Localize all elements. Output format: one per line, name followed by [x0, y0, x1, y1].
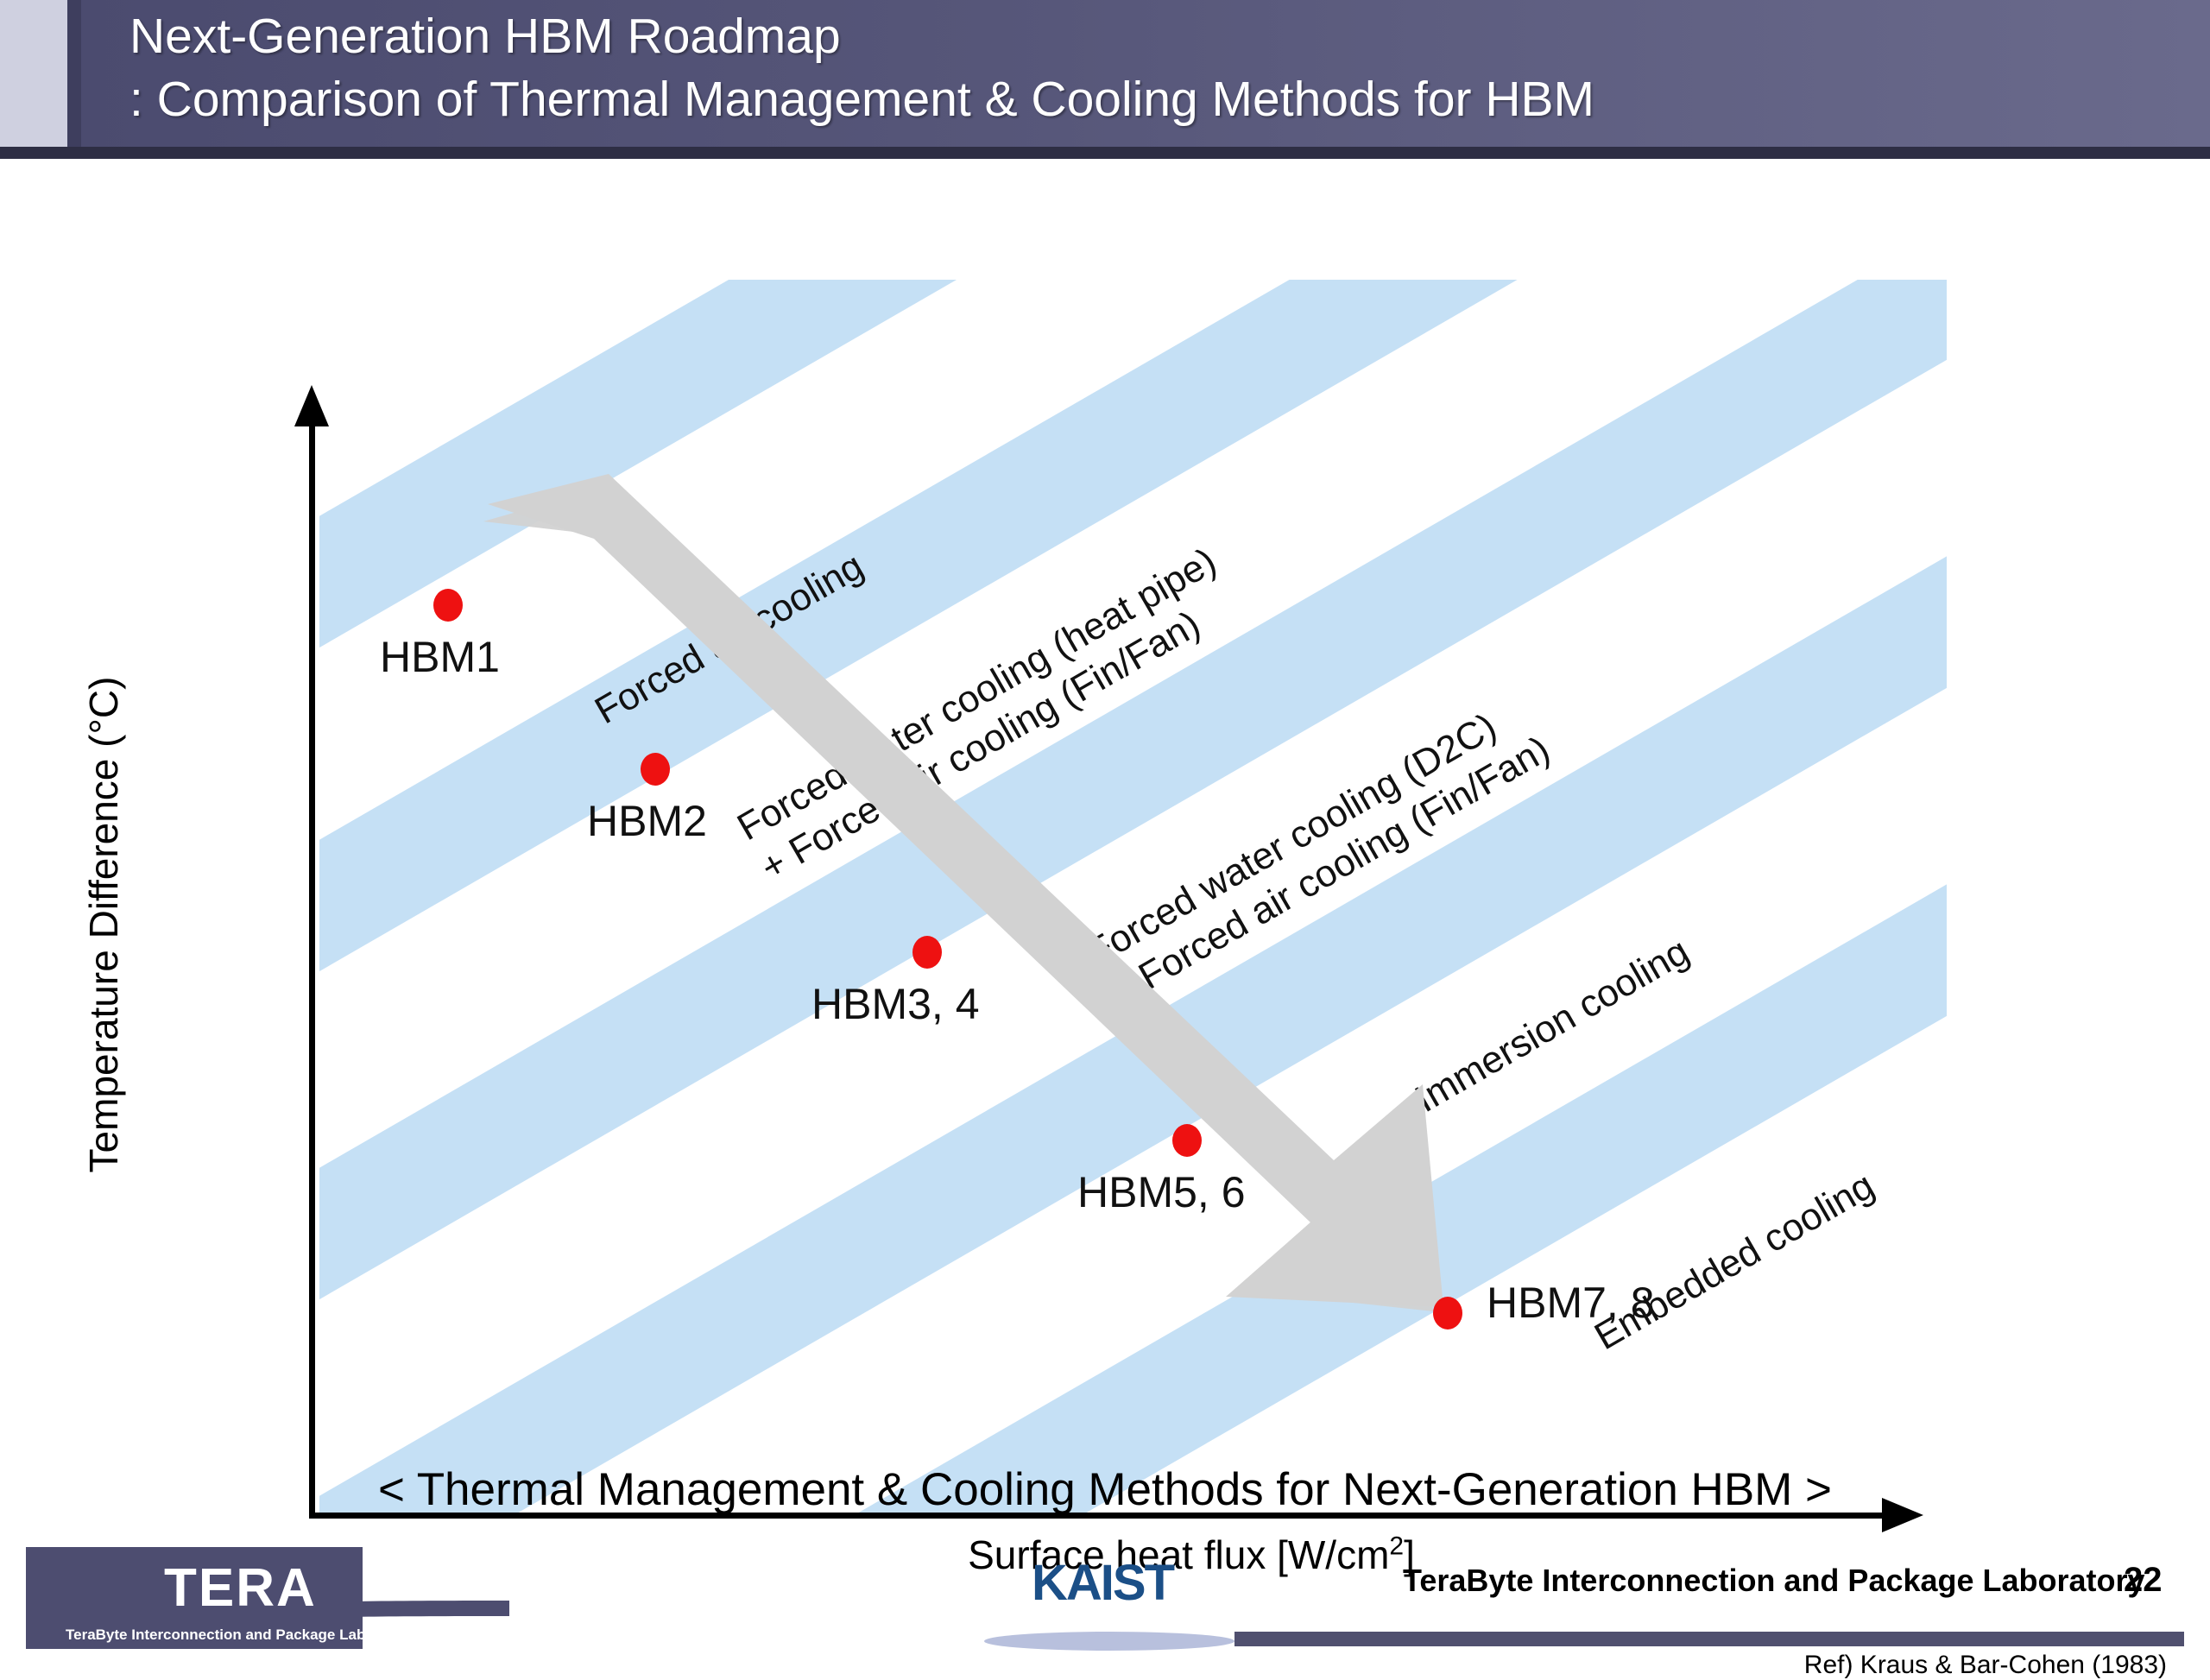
datapoint-hbm1 [433, 589, 463, 622]
slide-title-bar: Next-Generation HBM Roadmap : Comparison… [0, 0, 2210, 159]
footer-reference: Ref) Kraus & Bar-Cohen (1983) [1803, 1651, 2167, 1679]
title-bar-underline [0, 147, 2210, 159]
y-axis-title: Temperature Difference (°C) [81, 676, 126, 1173]
slide-title-line-1: Next-Generation HBM Roadmap [129, 9, 841, 64]
page-number: 22 [2124, 1561, 2163, 1599]
datalabel-hbm34: HBM3, 4 [811, 980, 980, 1028]
tera-logo-text: TERA [164, 1558, 317, 1618]
footer-rule [1234, 1632, 2184, 1646]
datapoint-hbm78 [1433, 1297, 1462, 1329]
title-bar-left-strip [0, 0, 67, 155]
slide-title-line-2: : Comparison of Thermal Management & Coo… [129, 72, 1595, 127]
y-axis-line [309, 418, 315, 1519]
x-axis-title-base: Surface heat flux [W/cm [968, 1532, 1390, 1577]
figure-caption: < Thermal Management & Cooling Methods f… [377, 1464, 1833, 1515]
x-axis-title-tail: ] [1404, 1532, 1415, 1577]
slide-footer: TERA TeraByte Interconnection and Packag… [0, 1545, 2210, 1679]
x-axis-arrow-icon [1882, 1498, 1923, 1532]
datapoint-hbm34 [912, 936, 942, 969]
title-bar-accent-strip [67, 0, 81, 155]
x-axis-title: Surface heat flux [W/cm2] [587, 1532, 1796, 1578]
datapoint-hbm2 [641, 753, 670, 786]
y-axis-arrow-icon [294, 385, 329, 426]
tera-logo: TERA TeraByte Interconnection and Packag… [26, 1547, 416, 1649]
datalabel-hbm56: HBM5, 6 [1077, 1168, 1246, 1216]
datalabel-hbm2: HBM2 [587, 797, 707, 845]
kaist-logo-text: KAIST [1032, 1555, 1175, 1611]
slide-title-block: Next-Generation HBM Roadmap : Comparison… [129, 5, 2115, 131]
x-axis-line [309, 1513, 1889, 1519]
tera-logo-subtitle: TeraByte Interconnection and Package Lab… [66, 1626, 416, 1643]
footer-lab-name: TeraByte Interconnection and Package Lab… [1403, 1563, 2145, 1598]
datalabel-hbm1: HBM1 [380, 633, 500, 681]
datalabel-hbm78: HBM7, 8 [1487, 1279, 1655, 1327]
plot-region [319, 280, 1947, 1514]
datapoint-hbm56 [1172, 1124, 1202, 1157]
chart-area: Forced air cooling Forced water cooling … [0, 159, 2210, 1577]
kaist-logo-ellipse [984, 1632, 1234, 1651]
x-axis-title-superscript: 2 [1389, 1532, 1405, 1561]
